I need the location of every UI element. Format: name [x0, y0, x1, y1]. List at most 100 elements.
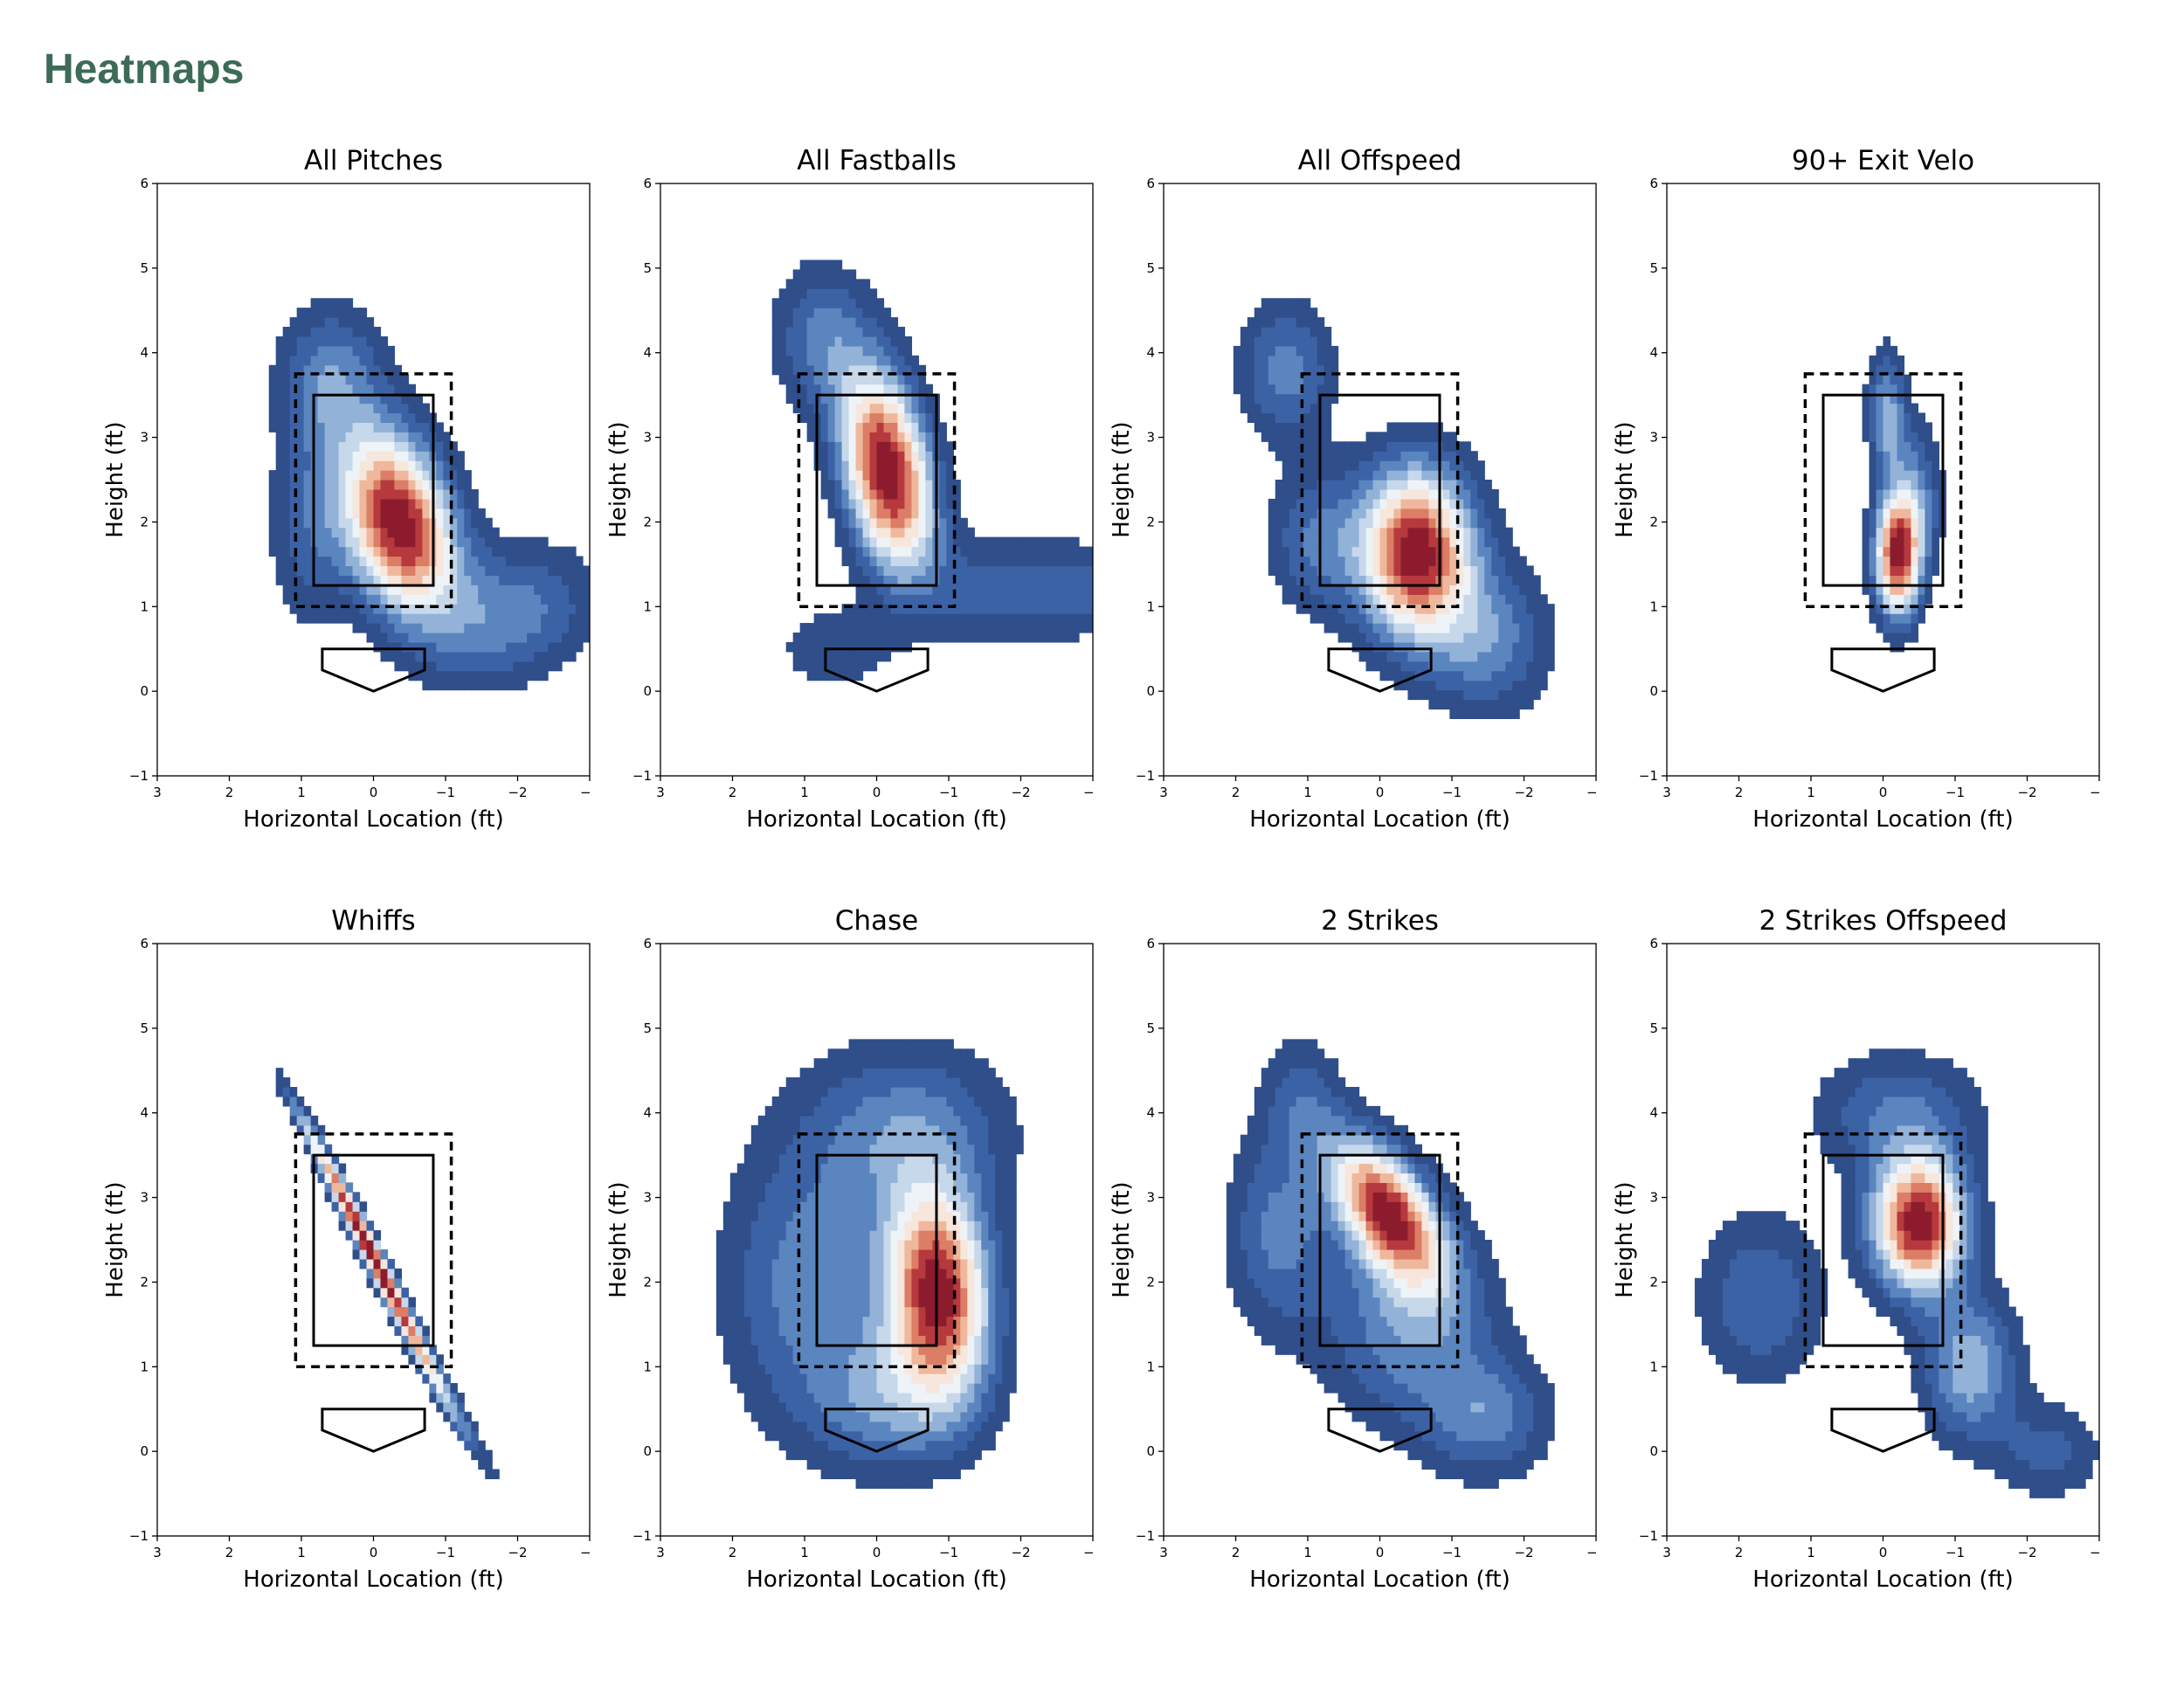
heat-cell [911, 1392, 919, 1403]
heat-cell [457, 641, 465, 653]
heat-cell [757, 1373, 766, 1384]
heat-cell [352, 527, 361, 538]
heat-cell [813, 641, 822, 653]
heat-cell [1268, 517, 1276, 529]
heat-cell [1324, 623, 1332, 633]
heat-cell [513, 632, 521, 643]
heat-cell [1324, 327, 1332, 337]
heat-cell [1897, 546, 1905, 557]
heat-cell [799, 1277, 808, 1289]
heat-cell [1512, 604, 1520, 614]
heat-cell [366, 336, 375, 347]
heat-cell [785, 1411, 794, 1422]
heat-cell [555, 651, 563, 662]
heat-cell [995, 623, 1003, 633]
heat-cell [799, 1430, 808, 1442]
heat-cell [771, 308, 780, 318]
heat-cell [1883, 556, 1891, 567]
heat-cell [485, 613, 493, 624]
heat-cell [492, 546, 500, 557]
heat-cell [806, 632, 815, 643]
heat-cell [785, 1354, 794, 1365]
heat-cell [1477, 689, 1485, 701]
heat-cell [925, 623, 933, 633]
heat-cell [1463, 488, 1471, 500]
heat-cell [771, 1401, 780, 1413]
heat-cell [813, 1392, 822, 1403]
y-tick-label: 4 [1649, 345, 1658, 361]
heat-cell [1435, 689, 1443, 701]
heat-cell [317, 403, 326, 414]
heat-cell [373, 451, 382, 461]
heat-cell [953, 1364, 961, 1374]
heat-cell [1296, 317, 1304, 328]
heat-cell [534, 536, 542, 548]
heat-cell [1526, 680, 1534, 691]
heat-cell [345, 1221, 354, 1231]
heat-cell [869, 345, 878, 356]
heat-cell [764, 1325, 773, 1336]
heat-cell [946, 1373, 954, 1384]
heat-cell [1303, 527, 1311, 538]
heat-cell [981, 1258, 989, 1269]
heat-cell [1372, 536, 1381, 548]
heat-cell [862, 651, 871, 662]
heat-cell [827, 1411, 836, 1422]
heat-cell [1932, 536, 1939, 548]
heat-cell [764, 1354, 773, 1365]
heat-cell [785, 1211, 794, 1221]
heat-cell [1932, 508, 1939, 519]
heat-cell [338, 480, 347, 490]
heat-cell [834, 1335, 843, 1346]
heat-cell [1407, 432, 1416, 442]
heatmap-chart: 90+ Exit Velo3210−1−2−3−10123456Horizont… [1612, 145, 2100, 833]
heat-cell [988, 1297, 996, 1308]
heat-cell [499, 632, 507, 643]
heat-cell [1030, 585, 1038, 595]
heat-cell [918, 1373, 926, 1384]
heat-cell [904, 480, 913, 490]
heat-cell [527, 651, 535, 662]
heat-cell [345, 470, 354, 481]
heat-cell [967, 1411, 975, 1422]
heat-cell [317, 1144, 326, 1155]
heat-cell [883, 1335, 892, 1346]
heat-cell [1358, 460, 1367, 471]
heat-cell [1002, 1364, 1010, 1374]
heat-cell [897, 565, 906, 576]
heat-cell [918, 1345, 926, 1355]
heat-cell [876, 594, 885, 605]
heat-cell [1051, 632, 1059, 643]
heat-cell [303, 364, 312, 376]
heat-cell [380, 1287, 389, 1298]
heat-cell [338, 585, 347, 595]
heat-cell [1086, 585, 1093, 595]
heat-cell [1883, 355, 1891, 366]
heat-cell [722, 1345, 731, 1355]
heat-cell [750, 1287, 759, 1298]
heat-cell [799, 1240, 808, 1250]
heat-cell [366, 498, 375, 509]
heat-cell [555, 585, 563, 595]
heat-cell [1421, 556, 1429, 567]
heat-cell [1009, 1211, 1017, 1221]
heat-cell [1358, 441, 1367, 452]
heat-cell [1337, 470, 1346, 481]
heat-cell [338, 393, 347, 405]
heat-cell [324, 1144, 333, 1155]
heat-cell [1897, 480, 1905, 490]
heat-cell [1086, 575, 1093, 585]
heat-cell [1261, 336, 1269, 347]
heat-cell [1044, 604, 1052, 614]
heat-cell [1344, 451, 1353, 461]
strike-zone [1318, 393, 1441, 587]
heat-cell [338, 498, 347, 509]
heat-cell [471, 1449, 479, 1461]
heat-cell [946, 470, 954, 481]
heat-cell [736, 1306, 745, 1318]
heat-cell [715, 1297, 724, 1308]
heat-cell [995, 1364, 1003, 1374]
heat-cell [1498, 556, 1506, 567]
heat-cell [953, 1211, 961, 1221]
heat-cell [464, 470, 472, 481]
